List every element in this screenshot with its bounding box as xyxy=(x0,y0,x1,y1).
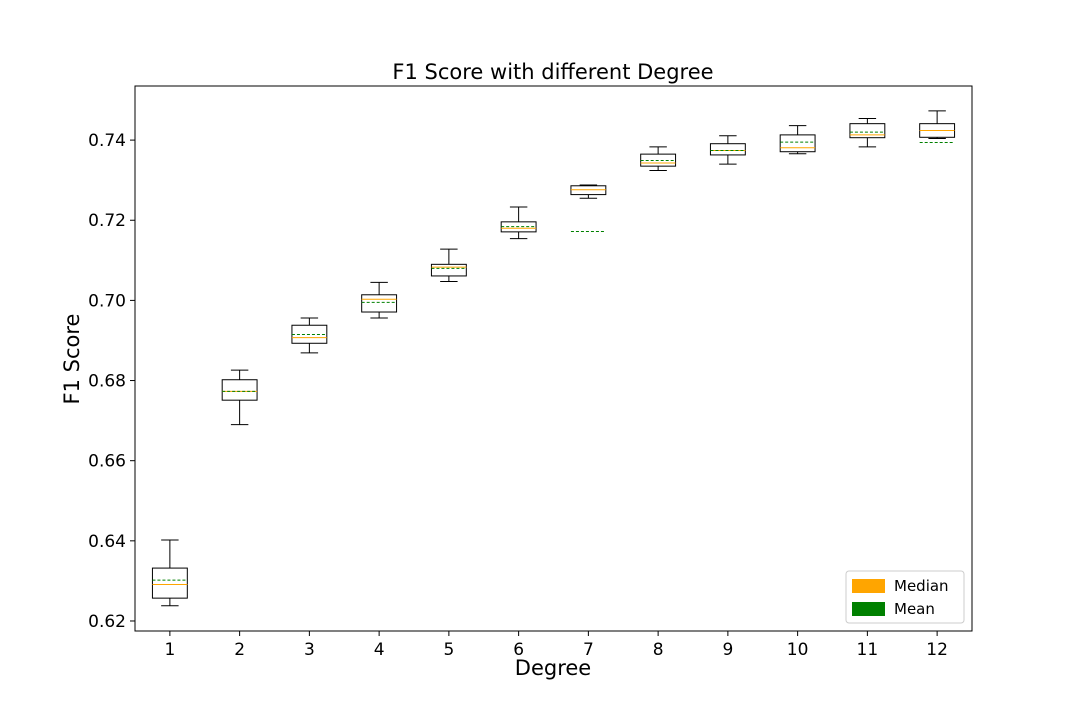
x-tick-label: 11 xyxy=(857,640,879,660)
box xyxy=(151,567,188,599)
x-tick-label: 1 xyxy=(164,640,175,660)
y-tick-label: 0.72 xyxy=(88,211,126,231)
y-tick-label: 0.66 xyxy=(88,452,126,472)
legend-label-median: Median xyxy=(894,577,949,595)
y-tick-label: 0.70 xyxy=(88,291,126,311)
x-tick-label: 3 xyxy=(304,640,315,660)
chart-title: F1 Score with different Degree xyxy=(392,60,713,84)
box xyxy=(430,263,467,277)
y-tick-label: 0.62 xyxy=(88,612,126,632)
box xyxy=(361,294,398,313)
legend-swatch-mean xyxy=(852,602,885,616)
legend-label-mean: Mean xyxy=(894,600,935,618)
x-tick-label: 6 xyxy=(513,640,524,660)
plot-area: 0.620.640.660.680.700.720.741 2 3 4 5 6 7 8 9 10 1… xyxy=(88,85,973,660)
y-tick-label: 0.68 xyxy=(88,372,126,392)
box xyxy=(709,143,746,156)
x-tick-label: 7 xyxy=(583,640,594,660)
y-tick-label: 0.64 xyxy=(88,532,126,552)
y-tick-label: 0.74 xyxy=(88,131,126,151)
x-tick-label: 5 xyxy=(443,640,454,660)
box xyxy=(849,123,886,139)
legend-swatch-median xyxy=(852,579,885,593)
x-tick-label: 12 xyxy=(926,640,948,660)
x-tick-label: 8 xyxy=(653,640,664,660)
x-tick-label: 10 xyxy=(787,640,809,660)
x-axis-label: Degree xyxy=(515,656,591,680)
y-axis-label: F1 Score xyxy=(60,314,84,405)
box xyxy=(779,134,816,153)
plot-frame xyxy=(134,85,973,632)
x-tick-label: 2 xyxy=(234,640,245,660)
x-tick-label: 4 xyxy=(374,640,385,660)
x-tick-label: 9 xyxy=(722,640,733,660)
box xyxy=(221,379,258,401)
